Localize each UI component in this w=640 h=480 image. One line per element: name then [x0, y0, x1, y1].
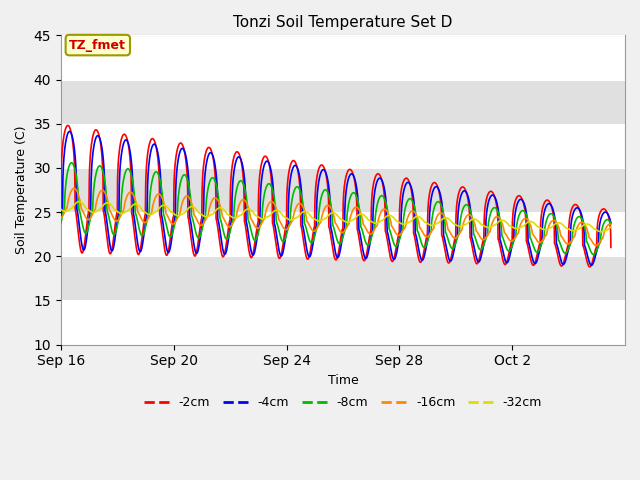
- -16cm: [70, 185, 78, 191]
- -32cm: [490, 222, 498, 228]
- Bar: [61, 36, 625, 80]
- Text: TZ_fmet: TZ_fmet: [69, 38, 126, 51]
- Legend: -2cm, -4cm, -8cm, -16cm, -32cm: -2cm, -4cm, -8cm, -16cm, -32cm: [139, 391, 547, 414]
- -32cm: [591, 227, 599, 232]
- -32cm: [597, 229, 605, 235]
- -2cm: [586, 264, 593, 270]
- Line: -32cm: -32cm: [61, 202, 611, 232]
- Y-axis label: Soil Temperature (C): Soil Temperature (C): [15, 126, 28, 254]
- -8cm: [490, 205, 498, 211]
- -8cm: [591, 250, 599, 255]
- Line: -16cm: -16cm: [61, 188, 611, 245]
- -8cm: [324, 192, 332, 197]
- Bar: [61, 212, 625, 256]
- -16cm: [592, 242, 600, 248]
- -2cm: [324, 199, 332, 204]
- -32cm: [57, 206, 65, 212]
- -2cm: [591, 248, 599, 253]
- Bar: [61, 256, 625, 300]
- -8cm: [85, 221, 93, 227]
- Title: Tonzi Soil Temperature Set D: Tonzi Soil Temperature Set D: [233, 15, 452, 30]
- -8cm: [310, 235, 318, 241]
- -8cm: [607, 220, 615, 226]
- -2cm: [85, 179, 93, 184]
- -8cm: [57, 220, 65, 226]
- -4cm: [310, 234, 318, 240]
- -2cm: [57, 204, 65, 210]
- -16cm: [591, 242, 599, 248]
- -16cm: [85, 216, 93, 222]
- -8cm: [591, 250, 599, 256]
- X-axis label: Time: Time: [328, 374, 358, 387]
- -16cm: [490, 216, 498, 222]
- -4cm: [324, 182, 332, 188]
- -32cm: [85, 207, 93, 213]
- Bar: [61, 300, 625, 345]
- -4cm: [85, 215, 93, 220]
- -2cm: [591, 247, 599, 252]
- -4cm: [591, 254, 599, 260]
- Line: -4cm: -4cm: [61, 132, 611, 265]
- Bar: [61, 168, 625, 212]
- -16cm: [57, 215, 65, 221]
- Line: -8cm: -8cm: [61, 163, 611, 254]
- -32cm: [591, 227, 599, 232]
- -2cm: [64, 122, 72, 128]
- -8cm: [68, 160, 76, 166]
- -16cm: [324, 203, 332, 208]
- -4cm: [65, 129, 73, 134]
- -16cm: [591, 242, 599, 248]
- -32cm: [324, 212, 332, 218]
- -4cm: [57, 214, 65, 220]
- -32cm: [607, 224, 615, 230]
- Bar: [61, 80, 625, 124]
- -32cm: [76, 199, 83, 204]
- -16cm: [607, 221, 615, 227]
- -2cm: [490, 193, 498, 199]
- -4cm: [490, 193, 498, 199]
- Bar: [61, 124, 625, 168]
- Line: -2cm: -2cm: [61, 125, 611, 267]
- -4cm: [591, 252, 599, 258]
- -2cm: [607, 244, 615, 250]
- -4cm: [588, 263, 595, 268]
- -4cm: [607, 220, 615, 226]
- -16cm: [310, 228, 318, 234]
- -32cm: [310, 216, 318, 222]
- -8cm: [589, 252, 597, 257]
- -2cm: [310, 225, 318, 231]
